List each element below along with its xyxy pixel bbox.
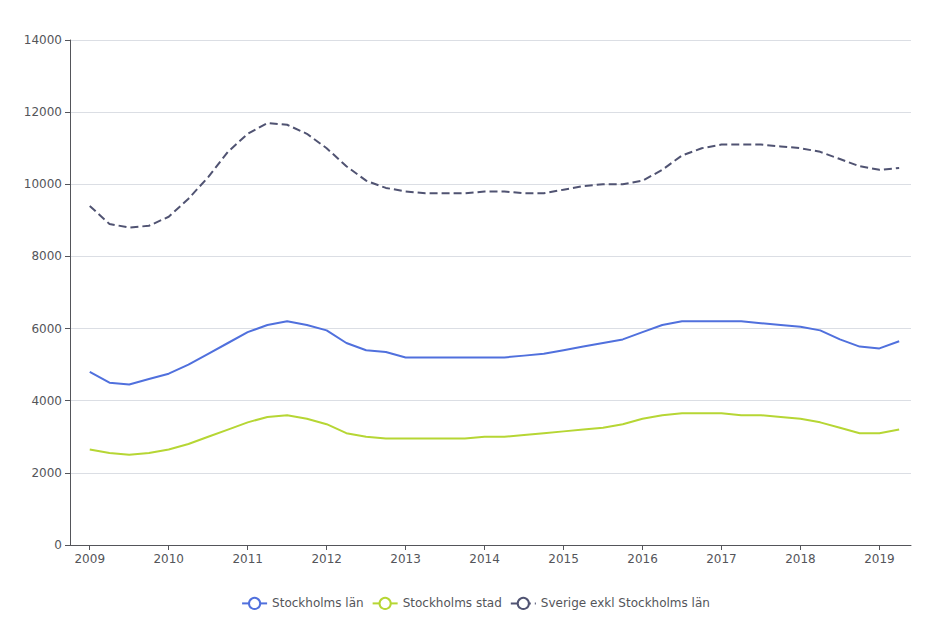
- svg-text:6000: 6000: [31, 322, 62, 336]
- svg-text:0: 0: [54, 538, 62, 552]
- svg-text:2018: 2018: [785, 552, 816, 566]
- svg-text:Sverige exkl Stockholms län: Sverige exkl Stockholms län: [541, 596, 710, 610]
- svg-text:2014: 2014: [469, 552, 500, 566]
- svg-text:Stockholms län: Stockholms län: [272, 596, 364, 610]
- svg-text:2015: 2015: [548, 552, 579, 566]
- svg-text:10000: 10000: [24, 177, 62, 191]
- svg-text:2009: 2009: [74, 552, 105, 566]
- svg-text:2012: 2012: [311, 552, 342, 566]
- svg-text:8000: 8000: [31, 249, 62, 263]
- svg-text:2011: 2011: [232, 552, 263, 566]
- svg-text:14000: 14000: [24, 33, 62, 47]
- svg-text:2017: 2017: [706, 552, 737, 566]
- svg-text:2013: 2013: [390, 552, 421, 566]
- svg-text:12000: 12000: [24, 105, 62, 119]
- svg-text:2016: 2016: [627, 552, 658, 566]
- svg-text:2019: 2019: [864, 552, 895, 566]
- svg-text:2010: 2010: [153, 552, 184, 566]
- svg-text:2000: 2000: [31, 466, 62, 480]
- svg-text:4000: 4000: [31, 394, 62, 408]
- svg-text:Stockholms stad: Stockholms stad: [403, 596, 502, 610]
